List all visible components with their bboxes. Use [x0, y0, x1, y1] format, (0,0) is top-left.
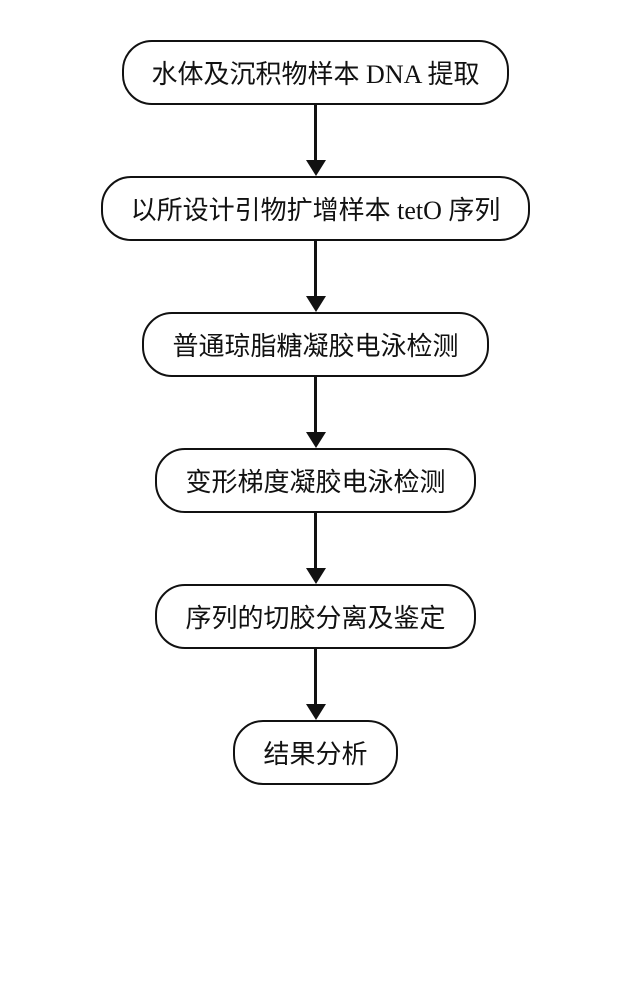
- arrow-4: [306, 513, 326, 584]
- arrow-1: [306, 105, 326, 176]
- flow-step-6: 结果分析: [233, 720, 397, 785]
- flow-step-5: 序列的切胶分离及鉴定: [155, 584, 475, 649]
- flow-step-1: 水体及沉积物样本 DNA 提取: [122, 40, 510, 105]
- arrow-2: [306, 241, 326, 312]
- flow-step-4: 变形梯度凝胶电泳检测: [155, 448, 475, 513]
- arrow-5: [306, 649, 326, 720]
- arrow-3: [306, 377, 326, 448]
- flowchart-container: 水体及沉积物样本 DNA 提取 以所设计引物扩增样本 tetO 序列 普通琼脂糖…: [0, 0, 631, 785]
- flow-step-3: 普通琼脂糖凝胶电泳检测: [142, 312, 488, 377]
- flow-step-2: 以所设计引物扩增样本 tetO 序列: [101, 176, 531, 241]
